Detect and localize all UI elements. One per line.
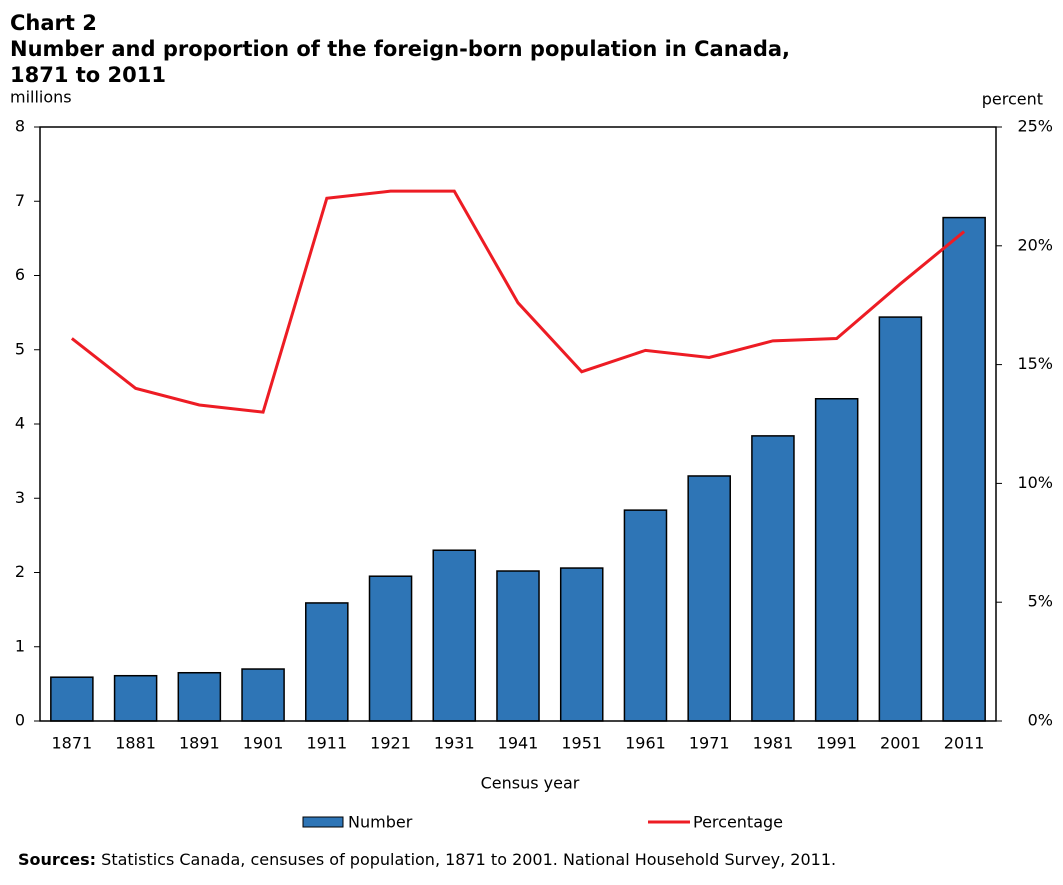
bar: [305, 602, 349, 722]
source-note: Sources: Statistics Canada, censuses of …: [18, 850, 836, 869]
x-tick-label: 1911: [306, 734, 347, 753]
y2-tick-label: 10%: [1017, 473, 1053, 492]
x-tick-label: 1981: [753, 734, 794, 753]
x-tick-label: 2001: [880, 734, 921, 753]
chart-title: Number and proportion of the foreign-bor…: [10, 37, 791, 87]
x-tick-label: 1871: [52, 734, 93, 753]
bar: [50, 676, 94, 722]
y2-tick-label: 20%: [1017, 235, 1053, 254]
x-tick-label: 1931: [434, 734, 475, 753]
source-label: Sources:: [18, 850, 97, 869]
source-text: Statistics Canada, censuses of populatio…: [101, 850, 837, 869]
x-tick-label: 1951: [561, 734, 602, 753]
bar: [942, 216, 986, 722]
bar: [687, 475, 731, 722]
bar: [177, 671, 222, 722]
y-tick-label: 0: [15, 711, 25, 730]
x-tick-label: 1941: [498, 734, 539, 753]
bar: [496, 570, 540, 722]
x-tick-label: 1881: [115, 734, 156, 753]
legend-swatch: [302, 816, 344, 828]
bar: [814, 398, 859, 722]
bar: [751, 435, 795, 722]
y2-tick-label: 0%: [1028, 711, 1053, 730]
x-tick-label: 1991: [816, 734, 857, 753]
y-tick-label: 6: [15, 265, 25, 284]
y2-tick-label: 25%: [1017, 117, 1053, 136]
line: [70, 189, 966, 414]
y2-tick-label: 15%: [1017, 354, 1053, 373]
x-axis-title: Census year: [481, 774, 580, 793]
plot-frame: [39, 126, 997, 722]
y-tick-label: 8: [15, 117, 25, 136]
y-tick-label: 3: [15, 488, 25, 507]
y-tick-label: 5: [15, 339, 25, 358]
x-tick-label: 1901: [243, 734, 284, 753]
header: Chart 2 Number and proportion of the for…: [10, 10, 800, 88]
x-tick-label: 1921: [370, 734, 411, 753]
chart-label: Chart 2: [10, 11, 97, 35]
bar: [113, 674, 158, 722]
bar: [623, 509, 668, 722]
y-tick-label: 2: [15, 562, 25, 581]
legend-label: Percentage: [693, 813, 783, 832]
legend-label: Number: [348, 813, 413, 832]
bar: [559, 567, 604, 722]
bar: [368, 575, 413, 722]
bar: [878, 316, 923, 722]
y2-axis-title: percent: [982, 90, 1043, 109]
bar: [241, 668, 285, 722]
x-tick-label: 1971: [689, 734, 730, 753]
y-tick-label: 1: [15, 636, 25, 655]
x-tick-label: 1891: [179, 734, 220, 753]
x-tick-label: 2011: [944, 734, 985, 753]
y2-tick-label: 5%: [1028, 592, 1053, 611]
bar: [432, 549, 477, 722]
x-tick-label: 1961: [625, 734, 666, 753]
y-tick-label: 4: [15, 414, 25, 433]
y-tick-label: 7: [15, 191, 25, 210]
y-axis-title: millions: [10, 88, 72, 107]
